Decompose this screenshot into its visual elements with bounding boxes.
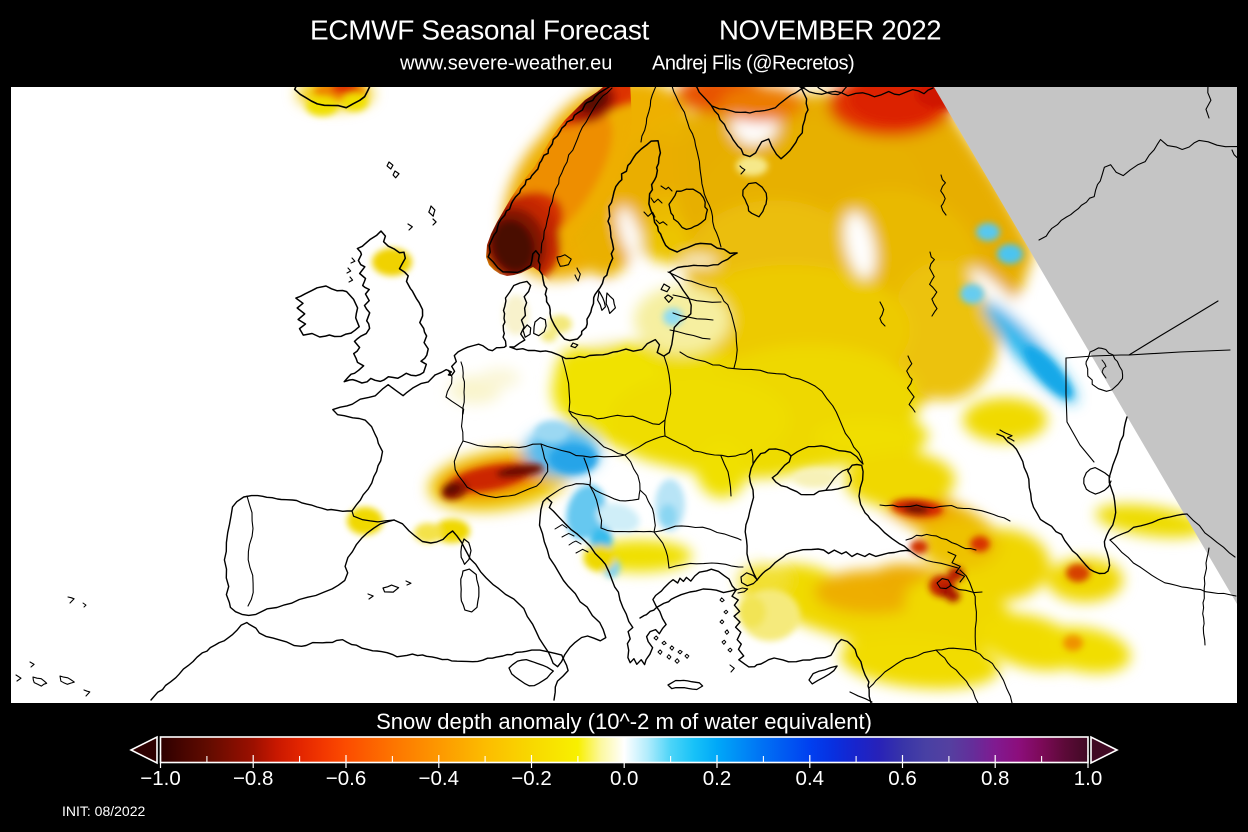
svg-text:0.0: 0.0 bbox=[610, 767, 639, 790]
svg-text:0.4: 0.4 bbox=[796, 767, 825, 790]
svg-text:1.0: 1.0 bbox=[1074, 767, 1103, 790]
svg-text:www.severe-weather.eu: www.severe-weather.eu bbox=[399, 53, 612, 75]
svg-text:−0.8: −0.8 bbox=[233, 767, 273, 790]
svg-text:0.8: 0.8 bbox=[981, 767, 1010, 790]
svg-text:−1.0: −1.0 bbox=[140, 767, 180, 790]
svg-text:NOVEMBER 2022: NOVEMBER 2022 bbox=[719, 15, 941, 46]
svg-text:Andrej Flis (@Recretos): Andrej Flis (@Recretos) bbox=[652, 53, 854, 75]
svg-text:−0.2: −0.2 bbox=[511, 767, 551, 790]
svg-text:INIT: 08/2022: INIT: 08/2022 bbox=[62, 803, 145, 819]
svg-text:0.6: 0.6 bbox=[888, 767, 917, 790]
svg-text:−0.6: −0.6 bbox=[326, 767, 366, 790]
svg-text:−0.4: −0.4 bbox=[419, 767, 459, 790]
svg-text:0.2: 0.2 bbox=[703, 767, 732, 790]
svg-text:Snow depth anomaly (10^-2 m of: Snow depth anomaly (10^-2 m of water equ… bbox=[376, 709, 872, 734]
svg-text:ECMWF Seasonal Forecast: ECMWF Seasonal Forecast bbox=[310, 15, 650, 46]
